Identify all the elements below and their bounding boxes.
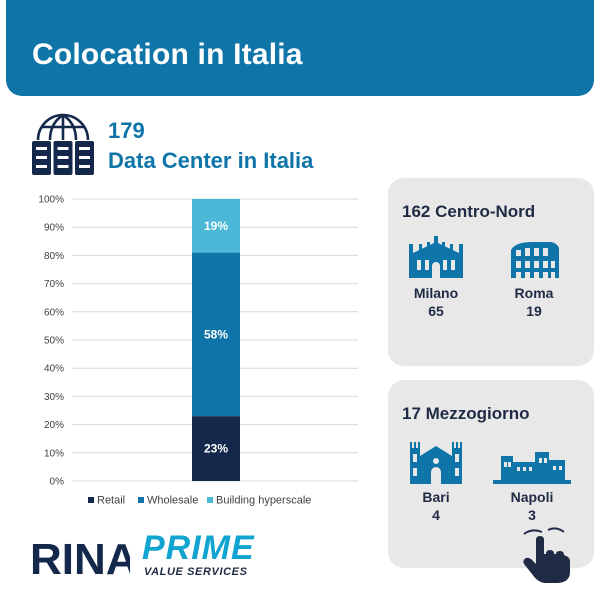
prime-logo: PRIME VALUE SERVICES: [142, 528, 282, 582]
bar-segment-building-hyperscale: [192, 199, 240, 253]
y-tick-label: 0%: [50, 477, 65, 488]
city-roma: Roma 19: [494, 236, 574, 320]
city-count: 19: [526, 303, 542, 319]
cathedral-icon: [409, 236, 463, 278]
y-tick-label: 50%: [44, 336, 64, 347]
y-tick-label: 90%: [44, 223, 64, 234]
legend-entry: Wholesale: [147, 495, 198, 507]
rina-logo-text: RINA: [30, 535, 130, 578]
region-title: 162 Centro-Nord: [402, 202, 536, 221]
city-count: 3: [528, 507, 536, 523]
city-milano: Milano 65: [396, 236, 476, 320]
city-count: 4: [432, 507, 440, 523]
datacenter-label: Data Center in Italia: [108, 148, 314, 173]
datacenter-count: 179: [108, 118, 145, 143]
y-tick-label: 40%: [44, 364, 64, 375]
stacked-bar-chart: 23% 58% 19% 0% 10% 20% 30% 40% 50% 60% 70% 80% 90% 1…: [38, 195, 358, 507]
page-title: Colocation in Italia: [32, 38, 303, 71]
rina-logo: RINA: [30, 535, 130, 578]
city-name: Roma: [514, 285, 554, 301]
legend-swatch: [207, 497, 213, 503]
datacenter-globe-icon: [32, 113, 94, 175]
y-tick-label: 10%: [44, 448, 64, 459]
colosseum-icon: [511, 242, 559, 278]
y-tick-label: 30%: [44, 392, 64, 403]
data-label: 23%: [204, 442, 228, 456]
y-tick-label: 60%: [44, 307, 64, 318]
city-count: 65: [428, 303, 444, 319]
y-tick-label: 80%: [44, 251, 64, 262]
region-title: 17 Mezzogiorno: [402, 404, 530, 423]
city-name: Bari: [422, 489, 450, 505]
city-bari: Bari 4: [396, 438, 476, 524]
castle-icon: [493, 452, 571, 484]
legend-swatch: [138, 497, 144, 503]
bar-segment-wholesale: [192, 252, 240, 417]
legend-entry: Building hyperscale: [216, 495, 311, 507]
pointing-hand-icon: [523, 527, 570, 583]
city-name: Milano: [413, 285, 459, 301]
header-banner: Colocation in Italia: [6, 0, 594, 96]
region-panel-mezzogiorno: 17 Mezzogiorno Bari 4: [388, 380, 594, 568]
y-tick-label: 20%: [44, 420, 64, 431]
y-tick-label: 100%: [38, 195, 64, 206]
basilica-icon: [410, 442, 462, 484]
prime-logo-word: PRIME: [142, 529, 255, 567]
prime-logo-subtitle: VALUE SERVICES: [144, 566, 248, 578]
y-tick-label: 70%: [44, 279, 64, 290]
data-label: 58%: [204, 327, 228, 341]
legend-entry: Retail: [97, 495, 125, 507]
bar-segment-retail: [192, 416, 240, 481]
city-name: Napoli: [510, 489, 554, 505]
legend-swatch: [88, 497, 94, 503]
data-label: 19%: [204, 219, 228, 233]
city-napoli: Napoli 3: [492, 446, 572, 524]
region-panel-centro-nord: 162 Centro-Nord Milano 65: [388, 178, 594, 366]
